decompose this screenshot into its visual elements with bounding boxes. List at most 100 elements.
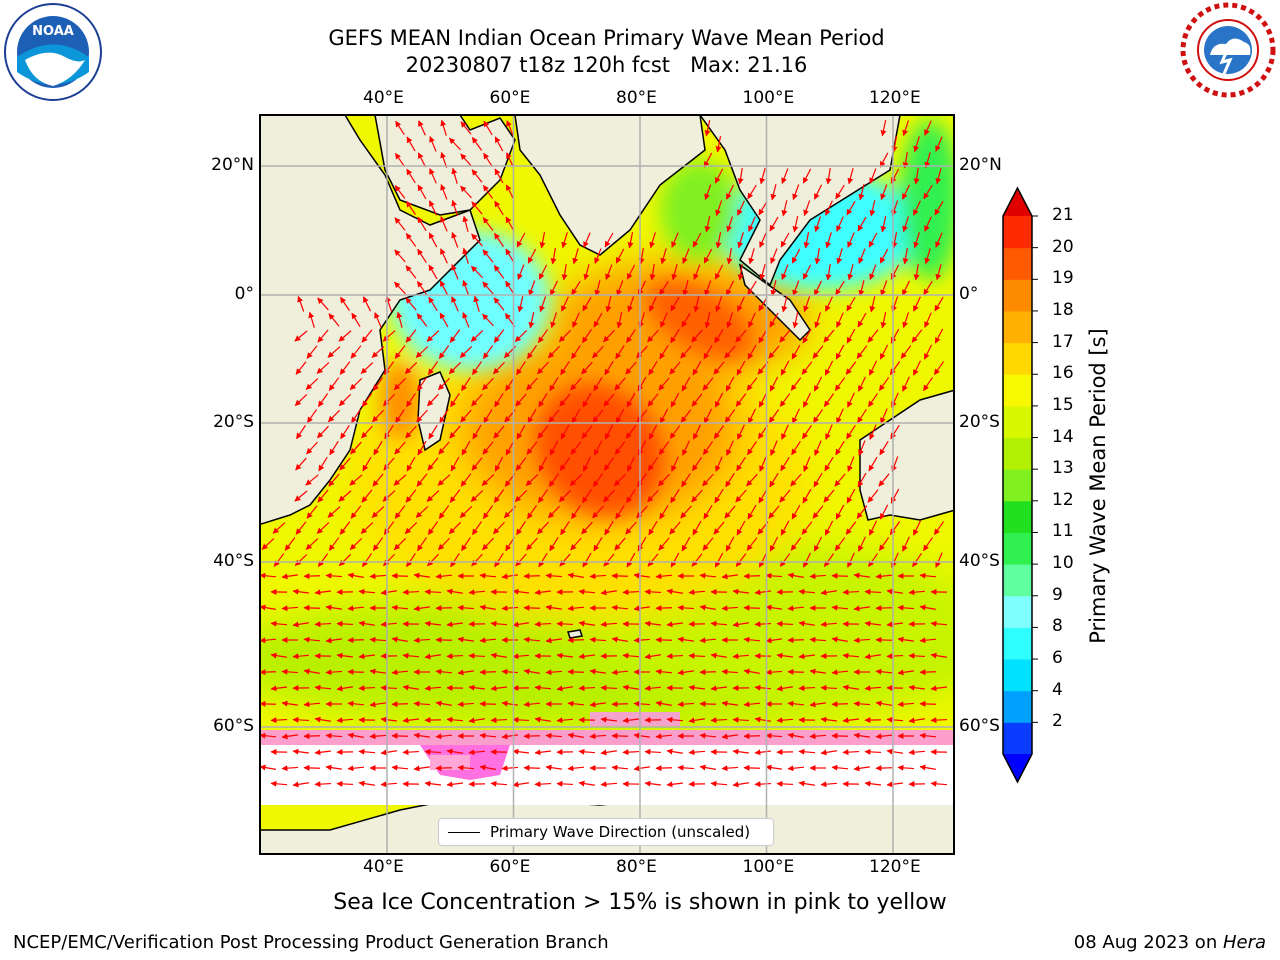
wave-arrow <box>933 521 945 536</box>
wave-arrow <box>831 669 849 676</box>
wave-arrow <box>424 588 442 595</box>
wave-arrow <box>460 185 472 199</box>
wave-arrow <box>402 749 420 756</box>
wave-arrow <box>537 329 549 344</box>
wave-arrow <box>858 248 866 264</box>
wave-arrow <box>710 717 728 724</box>
wave-arrow <box>461 440 471 456</box>
wave-arrow <box>889 361 901 375</box>
wave-arrow <box>857 216 867 232</box>
wave-arrow <box>633 572 651 579</box>
wave-arrow <box>847 232 855 248</box>
wave-arrow <box>559 393 571 407</box>
wave-arrow <box>449 137 461 151</box>
wave-arrow <box>292 748 310 755</box>
wave-arrow <box>704 216 711 233</box>
wave-arrow <box>490 717 508 724</box>
wave-arrow <box>823 553 835 568</box>
wave-arrow <box>781 296 788 313</box>
wave-arrow <box>780 456 790 472</box>
wave-arrow <box>802 425 812 440</box>
wave-arrow <box>659 408 669 424</box>
wave-arrow <box>396 311 403 328</box>
wave-arrow <box>875 668 893 675</box>
kerguelen-island <box>567 629 583 639</box>
colorbar-tick-label: 2 <box>1052 711 1063 732</box>
wave-arrow <box>820 684 838 691</box>
wave-arrow <box>714 264 724 280</box>
wave-arrow <box>703 504 713 520</box>
wave-arrow <box>534 781 552 788</box>
wave-arrow <box>534 716 551 723</box>
wave-arrow <box>405 233 417 247</box>
wave-arrow <box>556 685 573 692</box>
wave-arrow <box>351 409 361 424</box>
wave-arrow <box>776 685 793 692</box>
wave-arrow <box>361 489 373 503</box>
wave-arrow <box>823 489 835 503</box>
wave-arrow <box>296 425 306 440</box>
wave-arrow <box>314 621 332 628</box>
wave-arrow <box>913 136 920 153</box>
wave-arrow <box>812 345 824 359</box>
wave-arrow <box>550 248 557 265</box>
wave-arrow <box>292 653 310 660</box>
wave-arrow <box>561 264 568 281</box>
wave-arrow <box>347 765 365 772</box>
wave-arrow <box>516 424 526 440</box>
wave-arrow <box>703 408 713 424</box>
wave-arrow <box>305 474 319 486</box>
wave-arrow <box>798 748 816 755</box>
wave-arrow <box>361 393 373 408</box>
wave-arrow <box>303 701 321 708</box>
wave-arrow <box>490 685 508 692</box>
wave-arrow <box>558 329 572 343</box>
colorbar-tick-label: 21 <box>1052 205 1074 225</box>
wave-arrow <box>836 408 844 424</box>
wave-arrow <box>737 296 745 312</box>
wave-arrow <box>864 748 882 755</box>
wave-arrow <box>517 296 524 313</box>
wave-arrow <box>768 345 780 359</box>
wave-arrow <box>666 621 684 628</box>
wave-arrow <box>424 748 442 755</box>
wave-arrow <box>878 377 890 392</box>
wave-arrow <box>600 621 618 628</box>
wave-arrow <box>721 605 739 612</box>
wave-arrow <box>428 424 438 440</box>
wave-arrow <box>449 425 461 439</box>
wave-arrow <box>292 588 310 595</box>
wave-arrow <box>446 716 464 723</box>
wave-arrow <box>382 330 396 342</box>
wave-arrow <box>825 200 833 216</box>
wave-arrow <box>461 377 471 392</box>
wave-arrow <box>758 328 768 344</box>
wave-arrow <box>314 781 332 788</box>
colorbar <box>1002 186 1038 784</box>
wave-arrow <box>494 552 504 568</box>
wave-arrow <box>515 457 527 471</box>
wave-arrow <box>281 733 299 740</box>
wave-arrow <box>792 280 800 297</box>
wave-arrow <box>902 376 910 392</box>
wave-arrow <box>655 605 673 612</box>
wave-arrow <box>501 765 519 772</box>
wave-arrow <box>699 669 717 676</box>
wave-arrow <box>681 376 691 392</box>
wave-arrow <box>526 505 538 520</box>
wave-arrow <box>413 605 431 612</box>
wave-arrow <box>471 265 483 279</box>
wave-arrow <box>440 216 448 232</box>
wave-arrow <box>415 506 429 518</box>
wave-arrow <box>813 280 823 296</box>
wave-arrow <box>897 636 915 643</box>
colorbar-bin <box>1003 500 1032 533</box>
wave-arrow <box>494 200 504 216</box>
wave-arrow <box>867 489 879 503</box>
wave-arrow <box>391 604 409 611</box>
wave-arrow <box>754 589 772 596</box>
wave-arrow <box>919 764 936 771</box>
colorbar-tick-label: 17 <box>1052 331 1074 352</box>
wave-arrow <box>831 604 849 611</box>
colorbar-bin <box>1003 310 1032 344</box>
